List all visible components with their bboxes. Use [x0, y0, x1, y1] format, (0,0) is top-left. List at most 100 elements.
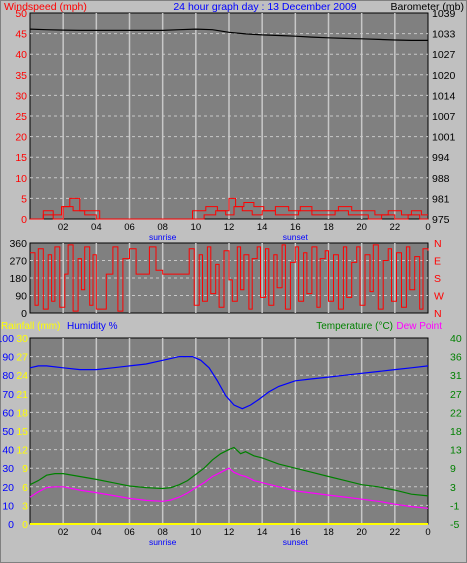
- y-tick-label: 40: [2, 445, 14, 457]
- barometer-line: [29, 28, 428, 41]
- gust-line: [30, 197, 428, 220]
- y-tick-label: 1007: [432, 111, 456, 123]
- x-tick-label: 10: [191, 527, 202, 538]
- y-tick-label: 6: [22, 482, 28, 494]
- barometer-label: Barometer (mb): [390, 1, 464, 13]
- x-tick-label: 20: [356, 527, 367, 538]
- y-tick-label: 40: [450, 333, 462, 345]
- y-tick-label: 3: [22, 500, 28, 512]
- x-tick-label: 02: [58, 527, 69, 538]
- y-tick-label: 70: [2, 389, 14, 401]
- y-tick-label: 30: [15, 90, 27, 102]
- temperature-line: [29, 446, 429, 497]
- x-tick-label: 0: [425, 222, 430, 233]
- windspeed-line: [30, 206, 428, 220]
- y-tick-label: 9: [450, 463, 456, 475]
- y-tick-label: 13: [450, 445, 462, 457]
- y-tick-label: 40: [15, 49, 27, 61]
- y-tick-label: 27: [450, 389, 462, 401]
- y-tick-label: 27: [16, 352, 28, 364]
- x-tick-label: 10: [191, 222, 202, 233]
- y-tick-label: W: [434, 291, 444, 303]
- x-tick-label: 12: [224, 222, 235, 233]
- sunrise-label: sunrise: [149, 232, 177, 242]
- y-tick-label: 1001: [432, 132, 456, 144]
- graph-title: 24 hour graph day : 13 December 2009: [173, 1, 356, 13]
- y-tick-label: 21: [16, 389, 28, 401]
- x-tick-label: 22: [390, 222, 401, 233]
- x-tick-label: 02: [58, 222, 69, 233]
- humidity-line: [29, 356, 429, 410]
- x-tick-label: 08: [157, 527, 168, 538]
- x-tick-label: 16: [290, 527, 301, 538]
- temperature-label: Temperature (°C): [316, 321, 393, 332]
- y-tick-label: 1039: [432, 8, 456, 20]
- y-tick-label: 1033: [432, 29, 456, 41]
- x-tick-label: 20: [356, 222, 367, 233]
- x-tick-label: 14: [257, 527, 268, 538]
- y-tick-label: N: [434, 308, 442, 320]
- y-tick-label: 0: [21, 308, 27, 320]
- wind-direction-line: [30, 244, 429, 312]
- y-tick-label: 20: [15, 132, 27, 144]
- y-tick-label: 988: [432, 173, 450, 185]
- y-tick-label: 360: [9, 238, 27, 250]
- y-tick-label: 30: [2, 463, 14, 475]
- x-tick-label: 22: [390, 527, 401, 538]
- y-tick-label: 20: [2, 482, 14, 494]
- y-tick-label: 0: [21, 214, 27, 226]
- humidity-temperature-panel: 0102030405060708090100 03691215182124273…: [0, 333, 462, 547]
- y-tick-label: 60: [2, 407, 14, 419]
- y-tick-label: 994: [432, 152, 450, 164]
- y-tick-label: 1027: [432, 49, 456, 61]
- y-tick-label: 90: [2, 352, 14, 364]
- y-tick-label: 10: [2, 500, 14, 512]
- x-tick-label: 0: [425, 527, 430, 538]
- y-tick-label: E: [434, 256, 441, 268]
- y-tick-label: 31: [450, 370, 462, 382]
- y-tick-label: 50: [2, 426, 14, 438]
- sunset-label: sunset: [283, 537, 309, 547]
- y-tick-label: 15: [16, 426, 28, 438]
- y-tick-label: 5: [21, 193, 27, 205]
- y-tick-label: 12: [16, 445, 28, 457]
- x-tick-label: 18: [323, 222, 334, 233]
- y-tick-label: 90: [15, 291, 27, 303]
- y-tick-label: 18: [16, 407, 28, 419]
- dew-point-line: [29, 467, 429, 509]
- x-tick-label: 16: [290, 222, 301, 233]
- y-tick-label: 36: [450, 352, 462, 364]
- y-tick-label: 0: [8, 519, 14, 531]
- x-tick-label: 06: [124, 222, 135, 233]
- y-tick-label: -1: [450, 500, 459, 512]
- y-tick-label: 100: [0, 333, 14, 345]
- x-tick-label: 18: [323, 527, 334, 538]
- x-tick-label: 08: [157, 222, 168, 233]
- x-tick-label: 06: [124, 527, 135, 538]
- y-tick-label: 1014: [432, 90, 456, 102]
- y-tick-label: -5: [450, 519, 459, 531]
- y-tick-label: 80: [2, 370, 14, 382]
- y-tick-label: 3: [450, 482, 456, 494]
- x-tick-label: 12: [224, 527, 235, 538]
- y-tick-label: 270: [9, 256, 27, 268]
- x-tick-label: 04: [91, 222, 102, 233]
- y-tick-label: 180: [9, 273, 27, 285]
- y-tick-label: S: [434, 273, 441, 285]
- y-tick-label: 45: [15, 29, 27, 41]
- y-tick-label: 15: [15, 152, 27, 164]
- y-tick-label: 9: [22, 463, 28, 475]
- y-tick-label: 1020: [432, 70, 456, 82]
- windspeed-label: Windspeed (mph): [4, 1, 87, 13]
- y-tick-label: 25: [15, 111, 27, 123]
- rainfall-label: Rainfall (mm): [1, 321, 60, 332]
- y-tick-label: 35: [15, 70, 27, 82]
- y-tick-label: 30: [16, 333, 28, 345]
- dew-point-label: Dew Point: [396, 321, 442, 332]
- y-tick-label: 50: [15, 8, 27, 20]
- x-tick-label: 14: [257, 222, 268, 233]
- y-tick-label: 981: [432, 193, 450, 205]
